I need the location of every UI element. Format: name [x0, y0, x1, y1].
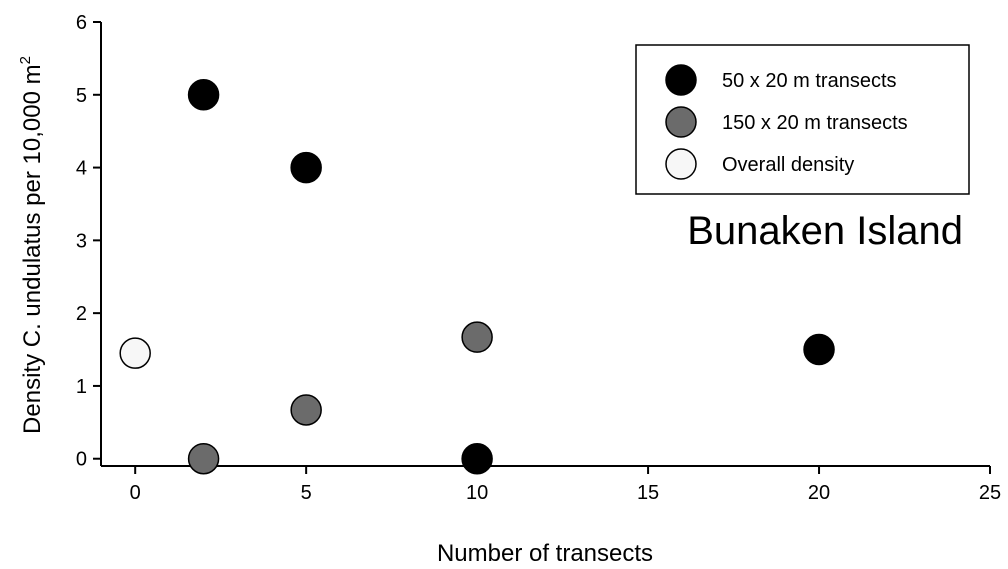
y-axis-title-text: Density C. undulatus per 10,000 m: [19, 64, 46, 434]
legend: 50 x 20 m transects 150 x 20 m transects O…: [635, 44, 970, 195]
legend-items: 50 x 20 m transects 150 x 20 m transects O…: [665, 64, 908, 180]
legend-label: 150 x 20 m transects: [722, 112, 908, 134]
data-point-series-1: [461, 442, 493, 475]
x-tick-label: 10: [466, 482, 488, 504]
legend-marker: [665, 106, 697, 138]
x-tick-label: 25: [979, 482, 1001, 504]
legend-marker: [665, 148, 697, 180]
x-tick-label: 15: [637, 482, 659, 504]
legend-label: Overall density: [722, 154, 854, 176]
data-point-series-2: [461, 321, 493, 353]
y-tick-label: 3: [76, 230, 87, 252]
data-point-series-2: [290, 394, 322, 426]
data-point-series-1: [803, 333, 835, 366]
x-ticks: 0 5 10 15 20 25: [130, 466, 1001, 504]
legend-label: 50 x 20 m transects: [722, 70, 897, 92]
y-axis-title: Density C. undulatus per 10,000 m2: [17, 56, 46, 434]
y-ticks: 0 1 2 3 4 5 6: [76, 12, 101, 471]
data-points: [119, 79, 835, 475]
plot-area: 0 5 10 15 20 25 0 1 2 3 4 5 6: [76, 12, 1001, 504]
chart-annotation: Bunaken Island: [687, 209, 963, 253]
y-tick-label: 0: [76, 449, 87, 471]
data-point-series-2: [187, 442, 220, 475]
x-tick-label: 5: [301, 482, 312, 504]
y-tick-label: 2: [76, 303, 87, 325]
y-tick-label: 1: [76, 376, 87, 398]
data-point-series-1: [290, 151, 322, 184]
data-point-series-1: [187, 79, 220, 111]
x-axis-title: Number of transects: [437, 540, 653, 567]
x-tick-label: 20: [808, 482, 830, 504]
y-tick-label: 4: [76, 158, 87, 180]
y-tick-label: 6: [76, 12, 87, 34]
data-point-series-3: [119, 337, 151, 369]
legend-marker: [665, 64, 697, 96]
y-tick-label: 5: [76, 85, 87, 107]
x-tick-label: 0: [130, 482, 141, 504]
y-axis-title-superscript: 2: [17, 56, 34, 64]
